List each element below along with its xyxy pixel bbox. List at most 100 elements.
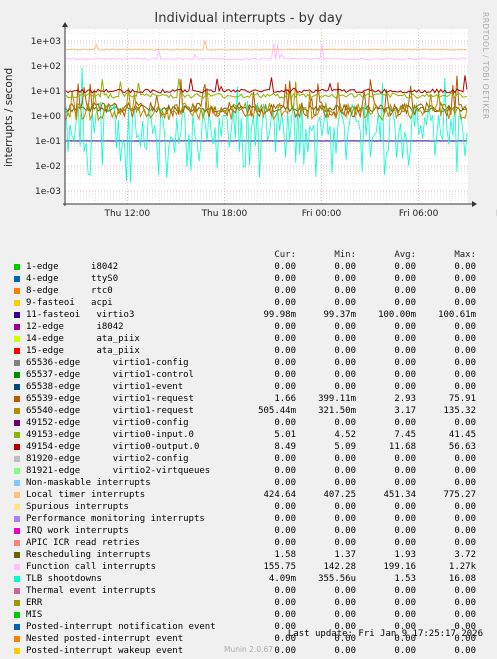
legend-row: Local timer interrupts 424.64 407.25 451.34… xyxy=(14,489,484,501)
series-line xyxy=(65,81,468,122)
legend-row: TLB shootdowns 4.09m 355.56u 1.53 16.08 xyxy=(14,573,484,585)
legend-avg: 199.16 xyxy=(383,562,416,572)
legend-max: 1.27k xyxy=(448,562,476,572)
legend-header: Cur: Min: Avg: Max: xyxy=(14,249,484,261)
legend-swatch xyxy=(14,624,20,630)
legend-min: 399.11m xyxy=(318,394,356,404)
last-update: Last update: Fri Jan 9 17:25:17 2026 xyxy=(287,629,483,639)
legend-cur: 424.64 xyxy=(263,490,296,500)
legend-max: 0.00 xyxy=(454,538,476,548)
legend-max: 56.63 xyxy=(448,442,476,452)
legend-min: 355.56u xyxy=(318,574,356,584)
legend-swatch xyxy=(14,516,20,522)
legend-swatch xyxy=(14,420,20,426)
legend-cur: 0.00 xyxy=(274,646,296,656)
legend-swatch xyxy=(14,372,20,378)
legend-swatch xyxy=(14,564,20,570)
legend-swatch xyxy=(14,348,20,354)
legend-avg: 0.00 xyxy=(394,502,416,512)
legend-swatch xyxy=(14,336,20,342)
legend-min: 5.09 xyxy=(334,442,356,452)
legend-label: 8-edge rtc0 xyxy=(26,286,113,296)
legend-max: 0.00 xyxy=(454,478,476,488)
legend-avg: 0.00 xyxy=(394,298,416,308)
legend-cur: 0.00 xyxy=(274,610,296,620)
legend-row: Performance monitoring interrupts 0.00 0.0… xyxy=(14,513,484,525)
legend-row: Posted-interrupt wakeup event 0.00 0.00 0.0… xyxy=(14,645,484,657)
legend-label: 81921-edge virtio2-virtqueues xyxy=(26,466,211,476)
legend-row: Non-maskable interrupts 0.00 0.00 0.00 0.00 xyxy=(14,477,484,489)
legend-label: Posted-interrupt notification event xyxy=(26,622,216,632)
legend-max: 0.00 xyxy=(454,634,476,644)
legend-min: 0.00 xyxy=(334,298,356,308)
plot-background xyxy=(65,29,468,204)
legend-row: APIC ICR read retries 0.00 0.00 0.00 0.00 xyxy=(14,537,484,549)
legend-max: 100.61m xyxy=(438,310,476,320)
legend-avg: 1.93 xyxy=(394,550,416,560)
legend-max: 135.32 xyxy=(443,406,476,416)
legend-avg: 2.93 xyxy=(394,394,416,404)
legend-row: IRQ work interrupts 0.00 0.00 0.00 0.00 xyxy=(14,525,484,537)
legend-swatch xyxy=(14,636,20,642)
legend-cur: 5.01 xyxy=(274,430,296,440)
legend-min: 0.00 xyxy=(334,322,356,332)
legend-row: 11-fasteoi virtio3 99.98m 99.37m 100.00m 100… xyxy=(14,309,484,321)
legend-row: Nested posted-interrupt event 0.00 0.00 0.0… xyxy=(14,633,484,645)
legend-label: Posted-interrupt wakeup event xyxy=(26,646,184,656)
legend-min: 321.50m xyxy=(318,406,356,416)
legend-swatch xyxy=(14,648,20,654)
legend-min: 0.00 xyxy=(334,634,356,644)
legend-avg: 0.00 xyxy=(394,370,416,380)
legend-avg: 0.00 xyxy=(394,646,416,656)
legend-label: 1-edge i8042 xyxy=(26,262,119,272)
legend-row: Spurious interrupts 0.00 0.00 0.00 0.00 xyxy=(14,501,484,513)
legend-cur: 1.66 xyxy=(274,394,296,404)
legend-min: 0.00 xyxy=(334,598,356,608)
legend-row: Thermal event interrupts 0.00 0.00 0.00 0.00 xyxy=(14,585,484,597)
legend-max: 0.00 xyxy=(454,370,476,380)
legend-swatch xyxy=(14,480,20,486)
legend-avg: 0.00 xyxy=(394,610,416,620)
legend-min: 0.00 xyxy=(334,646,356,656)
y-tick-label: 1e+00 xyxy=(31,112,62,122)
legend-label: Function call interrupts xyxy=(26,562,157,572)
series-line xyxy=(65,75,468,119)
axis-ticks: 1e-03 1e-02 1e-01 1e+00 1e+01 1e+02 1e+03 Thu 1… xyxy=(31,37,497,219)
legend-cur: 0.00 xyxy=(274,346,296,356)
legend-row: 14-edge ata_piix 0.00 0.00 0.00 0.00 xyxy=(14,333,484,345)
legend-cur: 0.00 xyxy=(274,286,296,296)
legend-cur: 0.00 xyxy=(274,478,296,488)
legend-avg: 0.00 xyxy=(394,334,416,344)
legend-row: MIS 0.00 0.00 0.00 0.00 xyxy=(14,609,484,621)
legend-row: 1-edge i8042 0.00 0.00 0.00 0.00 xyxy=(14,261,484,273)
legend-label: 49154-edge virtio0-output.0 xyxy=(26,442,200,452)
legend-min: 0.00 xyxy=(334,610,356,620)
legend-max: 0.00 xyxy=(454,502,476,512)
legend-row: ERR 0.00 0.00 0.00 0.00 xyxy=(14,597,484,609)
legend-swatch xyxy=(14,468,20,474)
legend-row: 65540-edge virtio1-request 505.44m 321.50m… xyxy=(14,405,484,417)
series-line xyxy=(65,43,468,61)
legend-cur: 0.00 xyxy=(274,538,296,548)
legend-cur: 0.00 xyxy=(274,262,296,272)
legend-cur: 0.00 xyxy=(274,454,296,464)
legend-label: Nested posted-interrupt event xyxy=(26,634,184,644)
y-tick-label: 1e+01 xyxy=(31,87,61,97)
header-avg: Avg: xyxy=(394,250,416,260)
legend-max: 0.00 xyxy=(454,382,476,392)
legend-avg: 0.00 xyxy=(394,466,416,476)
legend-min: 0.00 xyxy=(334,502,356,512)
x-tick-label: Fri 12:00 xyxy=(496,209,497,219)
legend-row: 65539-edge virtio1-request 1.66 399.11m 2.9… xyxy=(14,393,484,405)
legend-label: 81920-edge virtio2-config xyxy=(26,454,189,464)
legend-swatch xyxy=(14,540,20,546)
legend-label: 9-fasteoi acpi xyxy=(26,298,113,308)
legend-cur: 0.00 xyxy=(274,502,296,512)
legend-max: 0.00 xyxy=(454,586,476,596)
legend-row: 12-edge i8042 0.00 0.00 0.00 0.00 xyxy=(14,321,484,333)
legend-label: MIS xyxy=(26,610,43,620)
legend-min: 0.00 xyxy=(334,262,356,272)
legend-max: 0.00 xyxy=(454,262,476,272)
legend-max: 0.00 xyxy=(454,466,476,476)
legend-min: 0.00 xyxy=(334,526,356,536)
